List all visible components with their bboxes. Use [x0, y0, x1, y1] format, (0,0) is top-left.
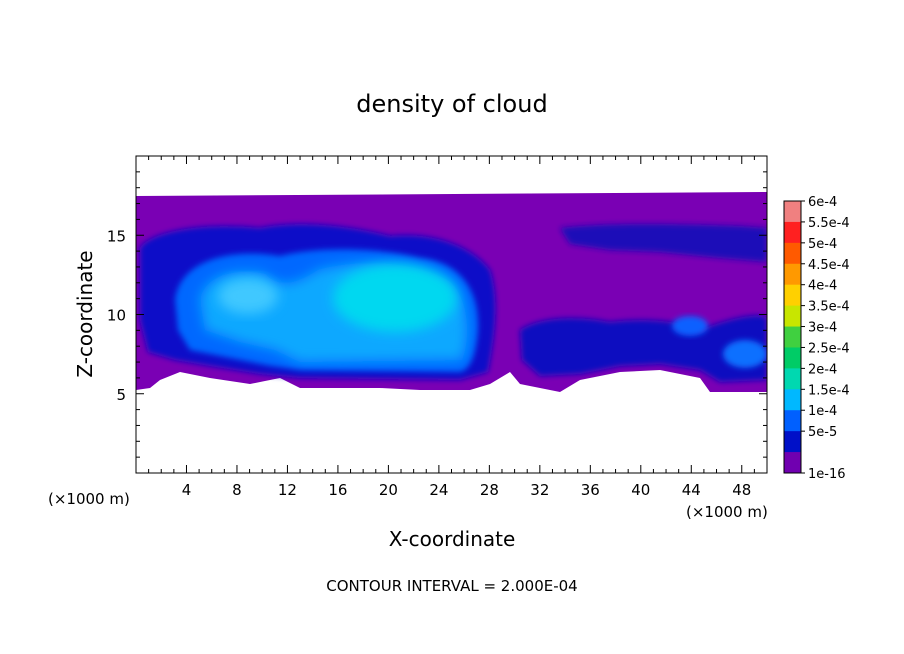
y-tick-label: 15	[107, 227, 126, 245]
cloud-field-core-left	[218, 278, 278, 314]
x-ticks: 4 8 12 16 20 24 28 32 36 40 44 48	[148, 156, 755, 499]
colorbar-label: 5e-5	[808, 425, 837, 440]
x-tick-label: 36	[581, 481, 600, 499]
colorbar-swatch	[784, 263, 801, 286]
x-tick-label: 4	[182, 481, 192, 499]
colorbar-swatch	[784, 326, 801, 348]
x-tick-label: 8	[232, 481, 242, 499]
cloud-field-core	[333, 264, 457, 332]
x-tick-label: 20	[379, 481, 398, 499]
colorbar-swatch	[784, 368, 801, 390]
colorbar-label: 1e-4	[808, 404, 837, 419]
x-tick-label: 12	[278, 481, 297, 499]
colorbar-label: 1e-16	[808, 467, 846, 482]
plot-area	[136, 192, 767, 392]
colorbar-swatch	[784, 410, 801, 432]
colorbar-swatch	[784, 431, 801, 453]
colorbar-swatch	[784, 284, 801, 307]
x-tick-label: 40	[631, 481, 650, 499]
colorbar-label: 5e-4	[808, 237, 837, 252]
colorbar-swatch	[784, 305, 801, 328]
colorbar-label: 2.5e-4	[808, 341, 850, 356]
colorbar: 6e-4 5.5e-4 5e-4 4.5e-4 4e-4 3.5e-4 3e-4 2.5e-4…	[783, 195, 850, 482]
cloud-field-right-dark	[520, 315, 767, 382]
colorbar-swatch	[784, 201, 801, 223]
cloud-field-right-cell2	[672, 316, 708, 336]
colorbar-swatch	[784, 347, 801, 369]
colorbar-label: 4e-4	[808, 279, 837, 294]
y-tick-label: 5	[116, 386, 126, 404]
cloud-field-upper-right	[560, 224, 767, 262]
contour-interval-footer: CONTOUR INTERVAL = 2.000E-04	[326, 577, 577, 595]
colorbar-swatch	[784, 389, 801, 411]
colorbar-label: 1.5e-4	[808, 383, 850, 398]
x-tick-label: 16	[328, 481, 347, 499]
colorbar-swatch	[784, 242, 801, 265]
chart-title: density of cloud	[356, 90, 547, 118]
colorbar-label: 5.5e-4	[808, 216, 850, 231]
colorbar-swatch	[784, 221, 801, 244]
x-axis-label: X-coordinate	[389, 527, 516, 551]
y-ticks: 5 10 15	[107, 171, 767, 458]
colorbar-label: 2e-4	[808, 362, 837, 377]
colorbar-label: 6e-4	[808, 195, 837, 210]
y-tick-label: 10	[107, 307, 126, 325]
cloud-field-right-cell	[723, 340, 767, 368]
x-tick-label: 24	[429, 481, 448, 499]
x-tick-label: 44	[682, 481, 701, 499]
colorbar-label: 3.5e-4	[808, 300, 850, 315]
x-unit-right: (×1000 m)	[686, 503, 768, 521]
x-tick-label: 32	[530, 481, 549, 499]
colorbar-label: 4.5e-4	[808, 258, 850, 273]
colorbar-label: 3e-4	[808, 321, 837, 336]
colorbar-frame	[783, 200, 802, 474]
x-unit-left: (×1000 m)	[48, 490, 130, 508]
x-tick-label: 48	[732, 481, 751, 499]
y-axis-label: Z-coordinate	[73, 250, 97, 377]
x-tick-label: 28	[480, 481, 499, 499]
colorbar-swatch	[784, 452, 801, 474]
